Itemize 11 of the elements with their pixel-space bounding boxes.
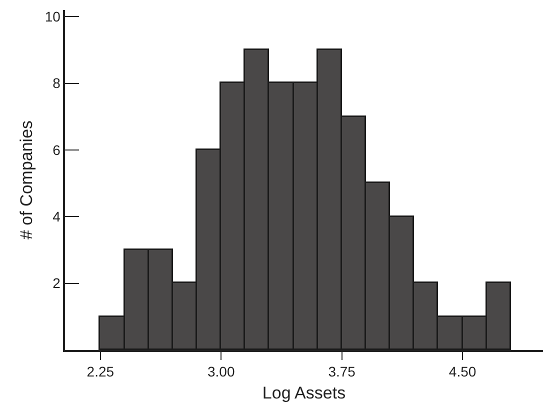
y-tick-label: 2 bbox=[52, 275, 61, 292]
y-tick-label: 10 bbox=[44, 8, 61, 25]
y-tick-label: 4 bbox=[52, 208, 61, 225]
x-axis-title: Log Assets bbox=[262, 383, 346, 402]
y-axis-title: # of Companies bbox=[16, 120, 36, 240]
x-tick-label: 3.75 bbox=[328, 364, 356, 380]
y-tick-label: 6 bbox=[52, 142, 61, 158]
x-tick-label: 3.00 bbox=[207, 364, 235, 380]
x-tick-label: 4.50 bbox=[448, 364, 476, 380]
y-tick-label: 8 bbox=[52, 75, 61, 92]
x-tick-label: 2.25 bbox=[86, 364, 114, 380]
